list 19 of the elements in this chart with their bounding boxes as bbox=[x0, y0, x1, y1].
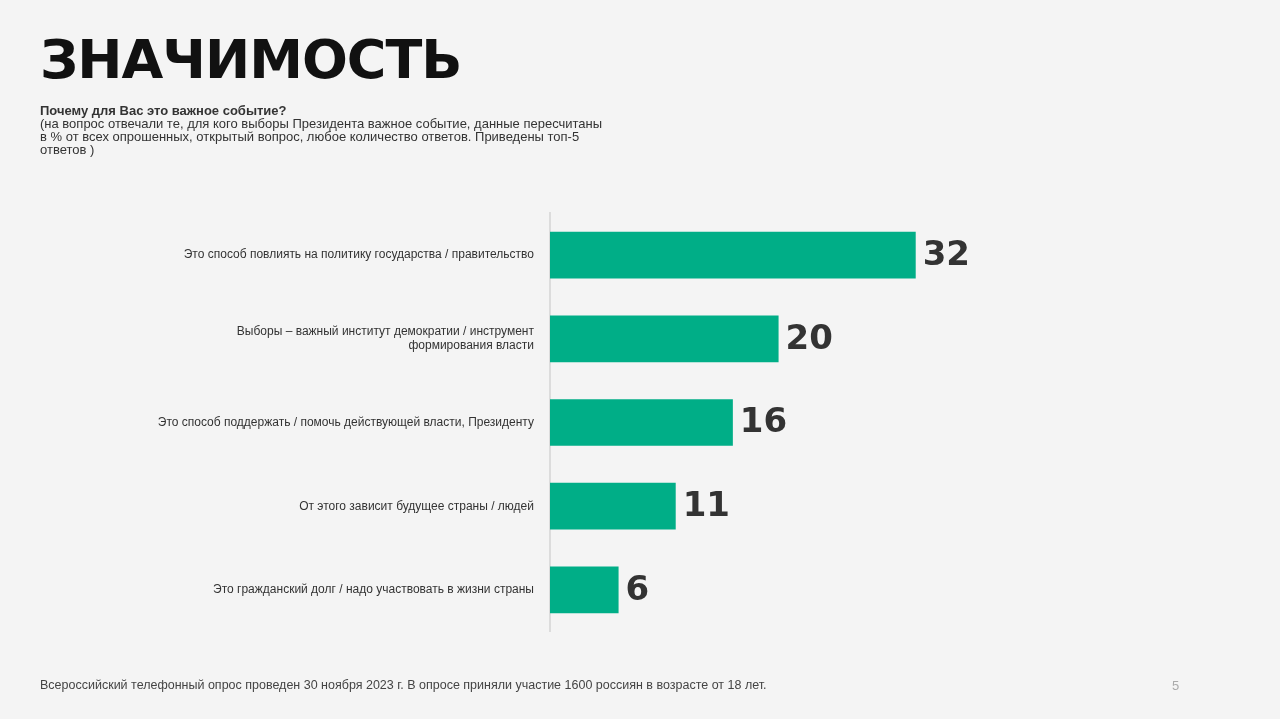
bar bbox=[550, 231, 916, 279]
data-label: 32 bbox=[922, 232, 971, 273]
data-label: 11 bbox=[682, 484, 731, 525]
bar bbox=[550, 315, 779, 363]
y-tick-label: Это способ повлиять на политику государства / правительство bbox=[183, 247, 535, 262]
y-tick-label: От этого зависит будущее страны / людей bbox=[299, 498, 534, 513]
y-tick-label: Это способ поддержать / помочь действующей власти, Президенту bbox=[157, 414, 534, 429]
data-label: 16 bbox=[739, 400, 788, 441]
text: Всероссийский телефонный опрос проведен 30 ноября 2023 г. В опросе приняли участие 1600 россиян в возрасте от 18 лет. bbox=[40, 678, 767, 692]
bar bbox=[550, 566, 619, 614]
chart-title: ЗНАЧИМОСТЬ bbox=[40, 28, 462, 91]
bar bbox=[550, 482, 676, 530]
bar bbox=[550, 399, 733, 446]
text: Почему для Вас это важное событие? (на вопрос отвечали те, для кого выборы Президента важное событие, данные пересчитаны в % от всех опрошенных, открытый вопрос, любое количество ответов. Приведены топ-5 ответов ) bbox=[40, 103, 603, 157]
y-tick-label: Выборы – важный институт демократии / инструмент формирования власти bbox=[236, 323, 535, 353]
y-tick-label: Это гражданский долг / надо участвовать в жизни страны bbox=[213, 582, 534, 597]
data-label: 20 bbox=[785, 316, 833, 357]
data-label: 6 bbox=[625, 567, 650, 608]
text: 5 bbox=[1172, 678, 1180, 693]
